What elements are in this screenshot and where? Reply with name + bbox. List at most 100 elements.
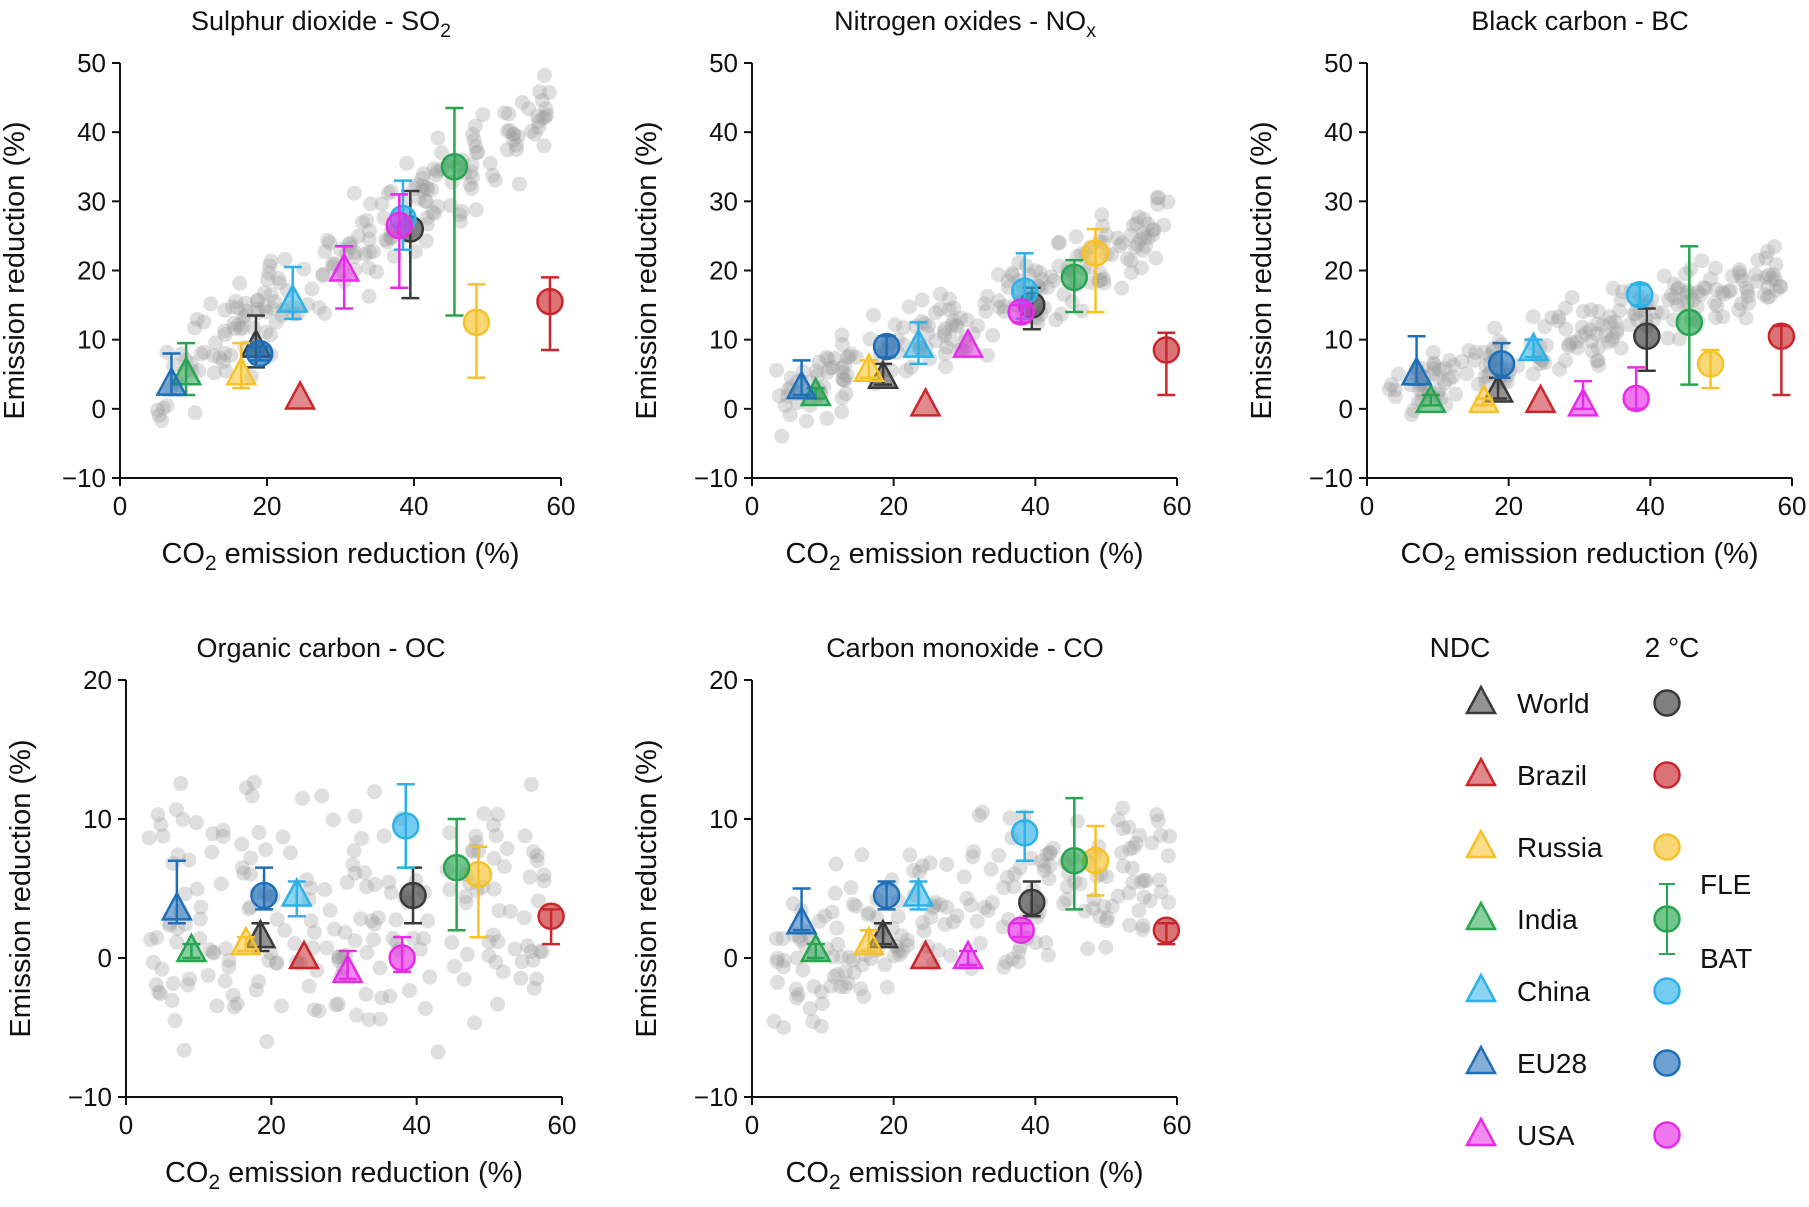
x-axis-label-sub: 2	[829, 552, 841, 575]
scenario-point	[425, 204, 441, 220]
scenario-point	[790, 987, 806, 1003]
scenario-point	[534, 92, 550, 108]
legend-bat-label: BAT	[1700, 943, 1752, 974]
x-axis-label-main: CO	[1400, 538, 1444, 570]
x-axis-label-sub: 2	[208, 1171, 220, 1194]
scenario-point	[1099, 910, 1115, 926]
legend-india-circle	[1653, 905, 1681, 933]
scenario-point	[1716, 286, 1732, 302]
scenario-point	[959, 890, 975, 906]
scenario-point	[496, 859, 512, 875]
scenario-point	[829, 920, 845, 936]
two-deg-world-marker	[399, 881, 427, 910]
scenario-point	[937, 327, 953, 343]
scenario-point	[361, 288, 377, 304]
scenario-point	[444, 935, 460, 951]
scenario-point	[810, 368, 826, 384]
scenario-point	[512, 176, 528, 192]
scenario-point	[1135, 242, 1151, 258]
scenario-point	[930, 942, 946, 958]
scenario-point	[1072, 876, 1088, 892]
scenario-point	[835, 364, 851, 380]
scenario-point	[1773, 279, 1789, 295]
scenario-point	[486, 881, 502, 897]
scenario-point	[1762, 289, 1778, 305]
scenario-point	[1595, 317, 1611, 333]
scenario-point	[1766, 267, 1782, 283]
scenario-point	[311, 300, 327, 316]
scenario-point	[357, 246, 373, 262]
scenario-point	[1707, 295, 1723, 311]
scenario-point	[928, 333, 944, 349]
two-deg-india-marker	[442, 853, 471, 882]
legend-world-label: World	[1517, 688, 1590, 719]
scenario-point	[1459, 366, 1475, 382]
scenario-point	[1589, 353, 1605, 369]
scenario-point	[1148, 250, 1164, 266]
two-deg-world-marker	[1633, 322, 1661, 350]
ndc-eu28-marker	[785, 904, 818, 935]
scenario-point	[534, 944, 550, 960]
scenario-point	[388, 912, 404, 928]
scenario-point	[1670, 297, 1686, 313]
scenario-point	[1602, 309, 1618, 325]
scenario-point	[1597, 327, 1613, 343]
scenario-point	[230, 300, 246, 316]
scenario-point	[347, 865, 363, 881]
scenario-point	[843, 880, 859, 896]
scenario-point	[535, 110, 551, 126]
scenario-point	[485, 927, 501, 943]
scenario-point	[1043, 269, 1059, 285]
legend-india-label: India	[1517, 904, 1578, 935]
scenario-point	[206, 945, 222, 961]
scenario-point	[365, 932, 381, 948]
scenario-point	[1131, 827, 1147, 843]
y-tick-label: 0	[1339, 394, 1353, 424]
scenario-point	[1018, 258, 1034, 274]
scenario-point	[362, 244, 378, 260]
scenario-point	[315, 268, 331, 284]
scenario-point	[1032, 265, 1048, 281]
scenario-point	[915, 858, 931, 874]
scenario-point	[361, 260, 377, 276]
scenario-point	[328, 997, 344, 1013]
scenario-point	[527, 126, 543, 142]
scenario-point	[320, 232, 336, 248]
scenario-point	[177, 886, 193, 902]
scenario-point	[364, 913, 380, 929]
scenario-point	[154, 412, 170, 428]
x-tick-label: 20	[253, 491, 282, 521]
scenario-point	[523, 776, 539, 792]
scenario-point	[325, 812, 341, 828]
panel-title: Sulphur dioxide - SO2	[191, 6, 451, 42]
scenario-point	[513, 970, 529, 986]
scenario-point	[170, 847, 186, 863]
scenario-point	[415, 931, 431, 947]
scenario-point	[996, 959, 1012, 975]
x-tick-label: 60	[1163, 1110, 1192, 1140]
panel-title-main: Organic carbon - OC	[196, 633, 445, 663]
scenario-point	[834, 337, 850, 353]
scenario-point	[1584, 343, 1600, 359]
scenario-point	[422, 969, 438, 985]
scenario-point	[1099, 868, 1115, 884]
scenario-point	[1426, 361, 1442, 377]
scenario-point	[269, 955, 285, 971]
scenario-point	[1028, 263, 1044, 279]
scenario-point	[1666, 276, 1682, 292]
ndc-eu28-marker	[160, 890, 193, 921]
scenario-point	[319, 940, 335, 956]
scenario-point	[470, 144, 486, 160]
scenario-point	[1626, 305, 1642, 321]
scenario-point	[452, 213, 468, 229]
two-deg-eu28-marker	[872, 332, 901, 361]
x-axis-label-rest: emission reduction (%)	[841, 1157, 1144, 1189]
scenario-point	[213, 876, 229, 892]
scenario-point	[411, 190, 427, 206]
scenario-point	[1011, 255, 1027, 271]
x-tick-label: 20	[1494, 491, 1523, 521]
scenario-point	[1381, 381, 1397, 397]
scenario-point	[1036, 858, 1052, 874]
scenario-point	[842, 949, 858, 965]
scenario-point	[1724, 268, 1740, 284]
